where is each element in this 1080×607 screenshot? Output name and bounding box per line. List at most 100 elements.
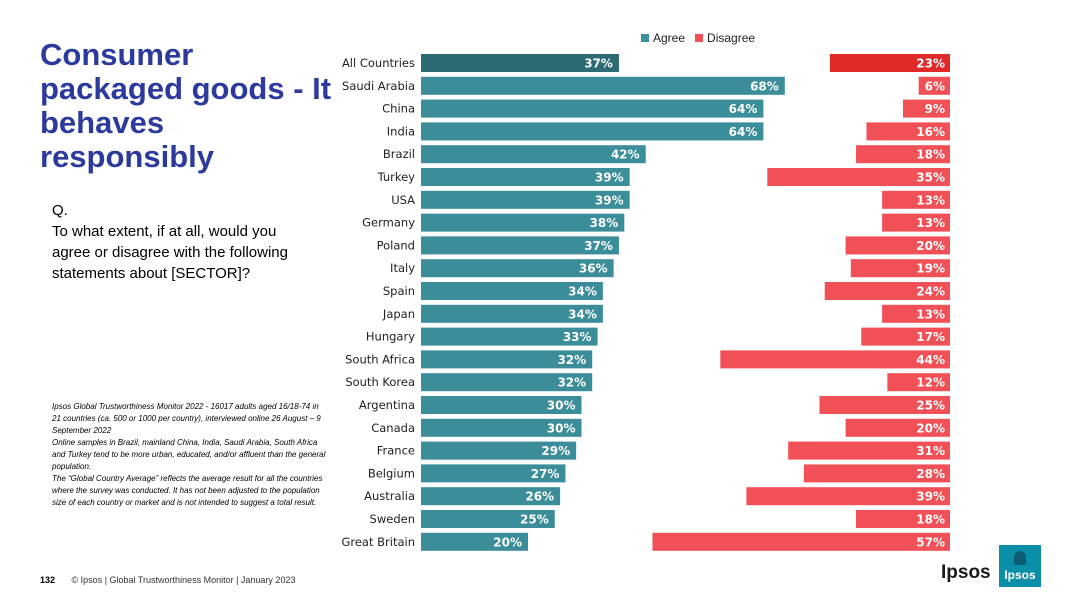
- page-number: 132: [40, 575, 56, 585]
- disagree-bar-canada: [845, 418, 950, 437]
- agree-bar-south-africa: [421, 350, 593, 369]
- ipsos-logo-text: Ipsos: [941, 562, 991, 583]
- category-label-south-korea: South Korea: [345, 375, 415, 389]
- category-label-france: France: [377, 444, 415, 458]
- disagree-bar-australia: [746, 487, 950, 506]
- agree-value-brazil: 42%: [611, 148, 640, 162]
- disagree-bar-south-africa: [720, 350, 950, 369]
- disagree-value-spain: 24%: [916, 285, 945, 299]
- category-label-saudi-arabia: Saudi Arabia: [342, 79, 415, 93]
- category-label-south-africa: South Africa: [345, 352, 415, 366]
- note-2: Online samples in Brazil, mainland China…: [52, 438, 326, 471]
- disagree-value-japan: 13%: [916, 307, 945, 321]
- disagree-value-india: 16%: [916, 125, 945, 139]
- disagree-value-argentina: 25%: [916, 399, 945, 413]
- agree-value-france: 29%: [541, 444, 570, 458]
- agree-value-sweden: 25%: [520, 513, 549, 527]
- category-label-usa: USA: [391, 193, 415, 207]
- agree-bar-france: [421, 441, 577, 460]
- methodology-notes: Ipsos Global Trustworthiness Monitor 202…: [52, 401, 328, 509]
- agree-value-belgium: 27%: [531, 467, 560, 481]
- question-text: To what extent, if at all, would you agr…: [52, 223, 288, 282]
- disagree-bar-great-britain: [652, 532, 950, 551]
- category-label-all-countries: All Countries: [342, 56, 415, 70]
- ipsos-logo-icon: Ipsos: [999, 545, 1041, 587]
- disagree-bar-hungary: [861, 327, 950, 346]
- footer: 132 © Ipsos | Global Trustworthiness Mon…: [40, 575, 295, 585]
- category-label-canada: Canada: [371, 421, 415, 435]
- category-label-brazil: Brazil: [383, 147, 415, 161]
- disagree-bar-spain: [824, 282, 950, 300]
- disagree-bar-poland: [845, 236, 950, 255]
- disagree-bar-usa: [882, 190, 950, 209]
- agree-value-all-countries: 37%: [584, 57, 613, 71]
- disagree-bar-argentina: [819, 396, 950, 414]
- disagree-bar-india: [866, 122, 950, 141]
- question-block: Q. To what extent, if at all, would you …: [52, 200, 292, 284]
- agree-bar-south-korea: [421, 373, 593, 392]
- category-label-argentina: Argentina: [359, 398, 415, 412]
- agree-bar-great-britain: [421, 532, 528, 551]
- agree-bar-germany: [421, 213, 625, 232]
- category-label-spain: Spain: [383, 284, 415, 298]
- disagree-value-south-korea: 12%: [916, 376, 945, 390]
- agree-bar-poland: [421, 236, 619, 255]
- agree-bar-usa: [421, 190, 630, 209]
- disagree-bar-sweden: [856, 510, 950, 528]
- disagree-value-australia: 39%: [916, 490, 945, 504]
- legend-item-disagree: Disagree: [695, 31, 755, 45]
- disagree-value-brazil: 18%: [916, 148, 945, 162]
- disagree-bar-brazil: [856, 145, 950, 164]
- agree-value-india: 64%: [729, 125, 758, 139]
- agree-value-south-africa: 32%: [557, 353, 586, 367]
- disagree-bar-france: [788, 441, 950, 460]
- category-label-india: India: [387, 124, 415, 138]
- agree-value-saudi-arabia: 68%: [750, 79, 779, 93]
- agree-value-poland: 37%: [584, 239, 613, 253]
- disagree-value-saudi-arabia: 6%: [925, 79, 945, 93]
- agree-value-south-korea: 32%: [557, 376, 586, 390]
- agree-value-spain: 34%: [568, 285, 597, 299]
- disagree-value-turkey: 35%: [916, 171, 945, 185]
- agree-bar-spain: [421, 282, 603, 300]
- disagree-value-italy: 19%: [916, 262, 945, 276]
- agree-value-turkey: 39%: [595, 171, 624, 185]
- agree-value-canada: 30%: [547, 421, 576, 435]
- agree-bar-hungary: [421, 327, 598, 346]
- disagree-value-canada: 20%: [916, 421, 945, 435]
- ipsos-logo-mark: [1014, 551, 1026, 565]
- category-label-sweden: Sweden: [370, 512, 415, 526]
- footer-text: © Ipsos | Global Trustworthiness Monitor…: [71, 575, 296, 585]
- agree-value-hungary: 33%: [563, 330, 592, 344]
- disagree-bar-turkey: [767, 168, 950, 186]
- disagree-value-all-countries: 23%: [916, 57, 945, 71]
- disagree-bar-japan: [882, 304, 950, 323]
- category-label-germany: Germany: [362, 216, 415, 230]
- agree-bar-belgium: [421, 464, 566, 483]
- question-label: Q.: [52, 202, 68, 219]
- agree-bar-argentina: [421, 396, 582, 414]
- agree-value-china: 64%: [729, 102, 758, 116]
- legend-swatch-agree: [641, 34, 649, 42]
- disagree-value-hungary: 17%: [916, 330, 945, 344]
- legend-item-agree: Agree: [641, 31, 685, 45]
- disagree-bar-germany: [882, 213, 950, 232]
- note-3: The “Global Country Average” reflects th…: [52, 474, 323, 507]
- agree-bar-canada: [421, 418, 582, 437]
- agree-bar-japan: [421, 304, 603, 323]
- category-label-great-britain: Great Britain: [341, 535, 415, 549]
- disagree-value-belgium: 28%: [916, 467, 945, 481]
- legend-label-disagree: Disagree: [707, 31, 756, 45]
- disagree-value-great-britain: 57%: [916, 535, 945, 549]
- ipsos-logo-box-text: Ipsos: [1004, 568, 1036, 582]
- disagree-bar-saudi-arabia: [918, 76, 950, 95]
- agree-bar-australia: [421, 487, 561, 506]
- agree-value-argentina: 30%: [547, 399, 576, 413]
- agree-value-great-britain: 20%: [493, 535, 522, 549]
- disagree-value-south-africa: 44%: [916, 353, 945, 367]
- agree-bar-turkey: [421, 168, 630, 186]
- category-label-italy: Italy: [390, 261, 415, 275]
- disagree-value-france: 31%: [916, 444, 945, 458]
- disagree-value-china: 9%: [925, 102, 945, 116]
